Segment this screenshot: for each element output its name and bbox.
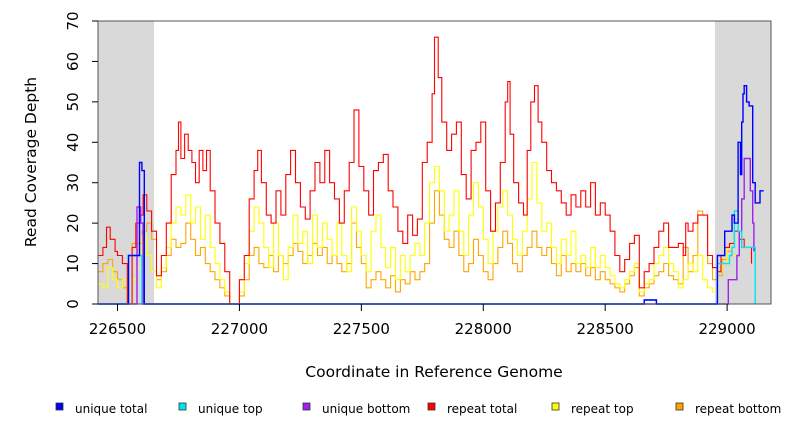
y-tick-label: 0	[64, 299, 82, 309]
y-axis-label: Read Coverage Depth	[22, 77, 40, 247]
y-tick-label: 70	[64, 11, 82, 30]
shaded-regions	[98, 21, 771, 304]
legend-label: unique total	[75, 402, 147, 416]
x-tick-label: 228000	[455, 320, 512, 338]
series-line-repeat-total	[98, 36, 753, 305]
series-line-repeat-top	[98, 161, 738, 305]
series-line-unique-bottom	[98, 157, 755, 305]
series-line-repeat-bottom	[98, 190, 738, 305]
y-tick-label: 40	[64, 133, 82, 152]
legend-swatch	[675, 402, 684, 411]
legend-label: repeat top	[571, 402, 634, 416]
y-tick-label: 20	[64, 214, 82, 233]
legend-swatch	[178, 402, 187, 411]
plot-frame	[97, 20, 772, 305]
series-line-unique-total	[98, 85, 764, 305]
legend-item-unique-bottom: unique bottom	[302, 402, 410, 416]
y-tick-label: 10	[64, 254, 82, 273]
legend-swatch	[302, 402, 311, 411]
legend-item-repeat-bottom: repeat bottom	[675, 402, 781, 416]
x-tick-label: 229000	[698, 320, 755, 338]
legend-item-unique-total: unique total	[55, 402, 147, 416]
shaded-region-0	[98, 21, 155, 304]
x-tick-label: 227000	[211, 320, 268, 338]
y-tick-label: 60	[64, 52, 82, 71]
legend: unique total unique top unique bottom repea…	[55, 402, 781, 416]
y-tick-label: 50	[64, 92, 82, 111]
legend-swatch	[55, 402, 64, 411]
legend-label: repeat bottom	[695, 402, 781, 416]
x-tick-label: 228500	[577, 320, 634, 338]
legend-item-unique-top: unique top	[178, 402, 263, 416]
x-tick-label: 227500	[333, 320, 390, 338]
shaded-region-1	[714, 21, 771, 304]
legend-swatch	[427, 402, 436, 411]
legend-label: unique top	[198, 402, 263, 416]
legend-item-repeat-top: repeat top	[551, 402, 634, 416]
series-lines	[98, 36, 764, 305]
x-axis-label: Coordinate in Reference Genome	[305, 363, 562, 381]
legend-label: unique bottom	[322, 402, 410, 416]
series-line-unique-top	[98, 210, 756, 305]
y-tick-label: 30	[64, 173, 82, 192]
legend-item-repeat-total: repeat total	[427, 402, 517, 416]
legend-label: repeat total	[447, 402, 517, 416]
x-tick-label: 226500	[89, 320, 146, 338]
axes: 0 10 20 30 40 50 60 70 226500 227000 227500 228000 2…	[64, 11, 756, 338]
legend-swatch	[551, 402, 560, 411]
